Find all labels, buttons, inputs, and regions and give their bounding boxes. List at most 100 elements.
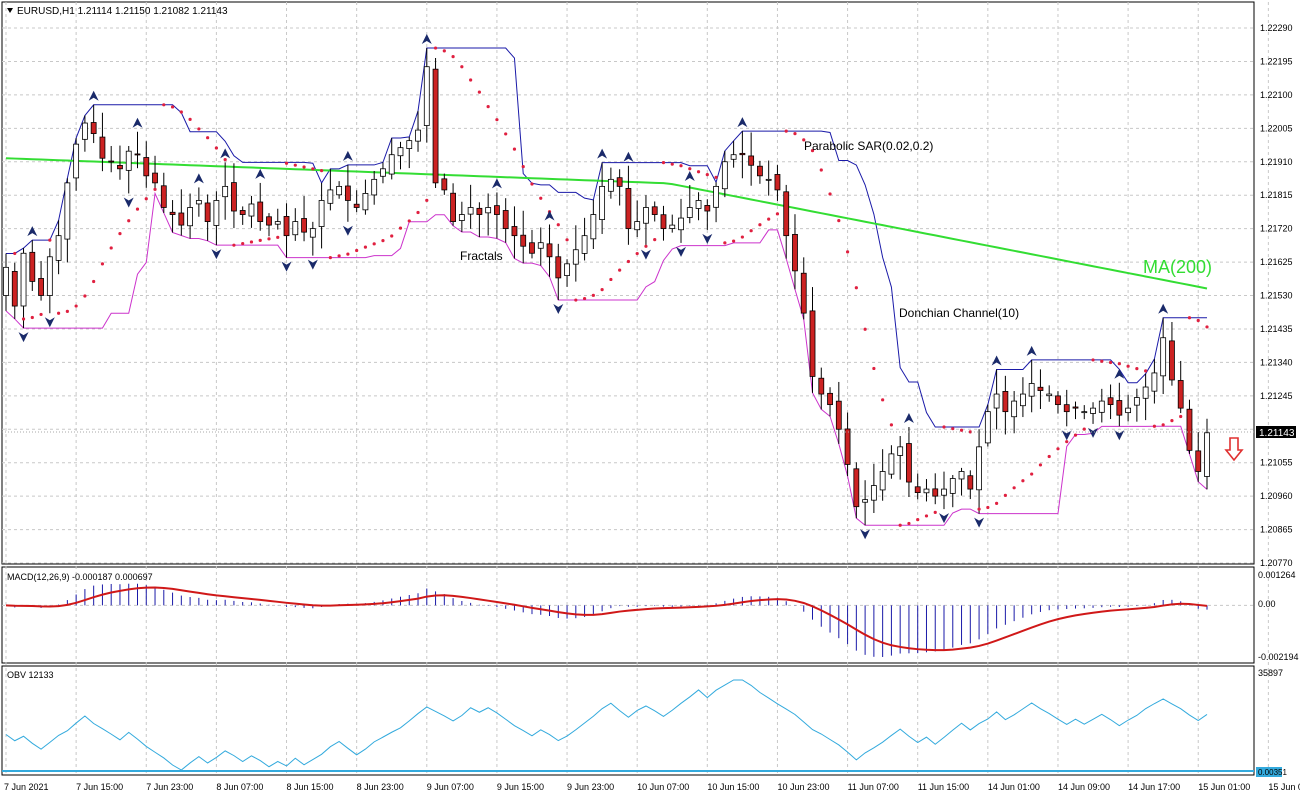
sar-dot (109, 246, 113, 250)
candle-bear (1177, 380, 1184, 409)
sar-dot (504, 132, 508, 136)
macd-histogram (2, 583, 1254, 657)
candle-bear (38, 278, 44, 296)
sar-dot (1091, 358, 1095, 362)
candle-bull (1160, 337, 1167, 377)
macd-tick-top: 0.001264 (1258, 570, 1296, 580)
sar-dot (1179, 414, 1183, 419)
macd-label: MACD(12,26,9) -0.000187 0.000697 (7, 572, 153, 582)
time-tick-label: 9 Jun 07:00 (427, 782, 474, 792)
price-tick-label: 1.21910 (1260, 157, 1293, 167)
price-tick-label: 1.21055 (1260, 458, 1293, 468)
time-tick-label: 7 Jun 15:00 (76, 782, 123, 792)
price-tick-label: 1.22195 (1260, 56, 1293, 66)
donchian-upper (6, 47, 1207, 428)
sar-dot (39, 312, 43, 317)
sar-dot (705, 172, 709, 177)
candle-bull (187, 207, 193, 227)
macd-tick-bottom: -0.002194 (1258, 652, 1299, 662)
candle-bear (1195, 450, 1202, 472)
fractal-up-icon (597, 148, 608, 159)
sar-dot (530, 182, 534, 186)
sar-dot (363, 245, 368, 249)
sar-dot (775, 212, 780, 216)
candle-bear (757, 165, 763, 177)
candle-bull (678, 217, 684, 231)
fractal-down-icon (860, 529, 871, 540)
sar-dot (749, 229, 753, 233)
sar-dot (1126, 364, 1130, 368)
time-tick-label: 10 Jun 15:00 (707, 782, 759, 792)
fractal-up-icon (1158, 303, 1169, 314)
sar-dot (319, 169, 324, 173)
sar-dot (1144, 369, 1148, 373)
sar-dot (1152, 424, 1157, 428)
candle-bear (169, 211, 176, 215)
candle-bull (1090, 407, 1096, 414)
candle-bear (476, 207, 483, 215)
price-tick-label: 1.22005 (1260, 123, 1293, 133)
candle-bull (1028, 383, 1035, 397)
sar-dot (162, 103, 166, 107)
candle-bear (99, 136, 106, 159)
candle-bear (546, 243, 553, 258)
fractal-down-icon (640, 249, 651, 260)
sar-dot (986, 505, 990, 510)
sar-dot (1187, 316, 1192, 320)
candle-bull (213, 200, 220, 226)
candle-bull (669, 224, 676, 229)
fractal-down-icon (1114, 430, 1125, 441)
sar-dot (819, 168, 823, 172)
fractal-up-icon (684, 170, 695, 181)
sar-dot (433, 46, 438, 50)
candle-bear (783, 191, 790, 237)
candle-bull (1046, 393, 1053, 397)
donchian-channel (5, 47, 1208, 526)
fractal-down-icon (307, 259, 318, 270)
candle-bull (125, 150, 132, 171)
sar-dot (574, 298, 578, 302)
sar-dot (65, 309, 69, 313)
candle-bull (1142, 386, 1149, 399)
candle-bull (564, 263, 570, 276)
fractal-up-icon (88, 90, 99, 101)
price-tick-label: 1.21720 (1260, 224, 1293, 234)
sar-dot (381, 239, 385, 243)
candle-bear (301, 218, 307, 233)
sar-dot (293, 163, 297, 167)
sar-dot (170, 105, 175, 109)
sar-dot (1170, 419, 1174, 423)
obv-label: OBV 12133 (7, 670, 54, 680)
fractal-up-icon (1026, 345, 1037, 356)
candle-bull (397, 147, 404, 157)
sar-dot (100, 262, 105, 266)
candle-bear (441, 178, 448, 191)
candle-bull (292, 221, 299, 236)
candle-bear (178, 212, 185, 226)
candle-bear (502, 210, 509, 230)
sar-dot (1082, 427, 1086, 431)
candle-bull (888, 453, 895, 475)
sar-dot (951, 427, 955, 431)
sar-dot (758, 223, 762, 227)
grid (2, 2, 1269, 775)
symbol-header-marker (7, 8, 13, 13)
candle-bull (765, 178, 772, 181)
main-pane (1, 1, 1255, 565)
fractal-down-icon (211, 249, 222, 260)
candle-bear (792, 234, 798, 272)
sar-dot (977, 507, 981, 511)
sar-dot (679, 164, 683, 168)
donchian-lower (5, 191, 1208, 526)
candle-bear (739, 152, 746, 156)
sar-dot (442, 49, 446, 53)
sar-dot (696, 170, 701, 174)
candle-bear (1055, 395, 1061, 406)
sar-dot (425, 198, 429, 202)
sar-dot (740, 235, 744, 239)
sar-dot (828, 192, 832, 196)
sar-dot (1003, 493, 1007, 497)
sar-dot (477, 90, 481, 94)
candle-bull (20, 252, 27, 307)
candle-bull (274, 221, 281, 225)
